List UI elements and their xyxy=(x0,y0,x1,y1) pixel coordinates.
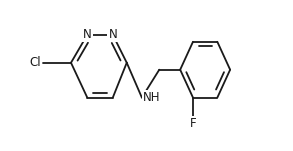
Text: F: F xyxy=(190,117,196,130)
Text: N: N xyxy=(83,28,92,41)
Text: N: N xyxy=(108,28,117,41)
Text: Cl: Cl xyxy=(30,56,41,69)
Text: NH: NH xyxy=(143,91,161,104)
